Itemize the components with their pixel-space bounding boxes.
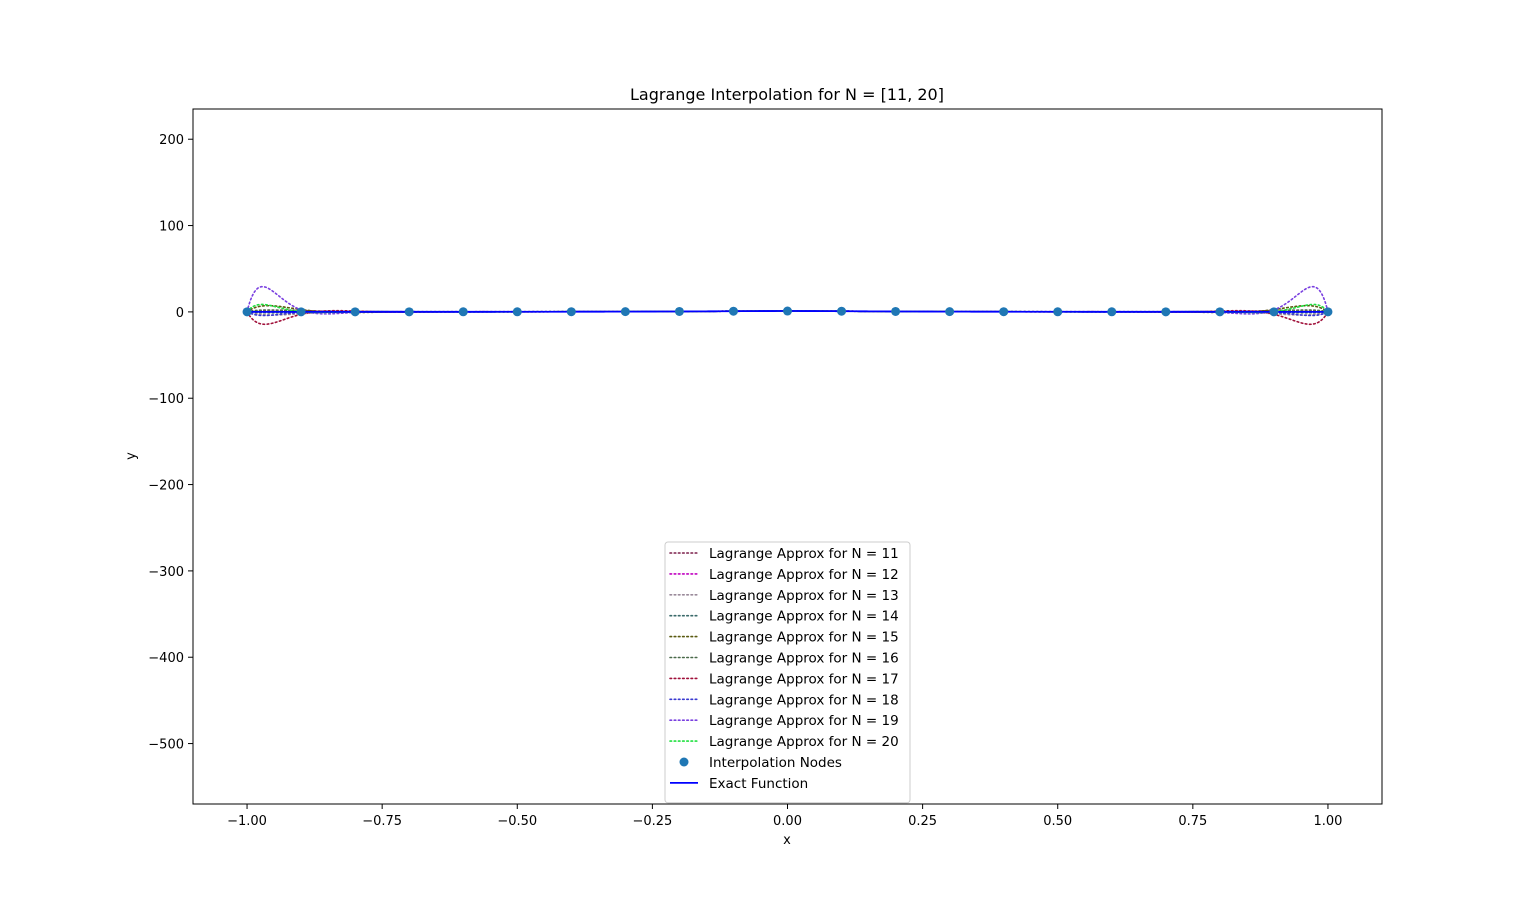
legend-label: Lagrange Approx for N = 11 bbox=[709, 546, 899, 562]
interpolation-node bbox=[458, 307, 468, 317]
interpolation-node bbox=[945, 307, 955, 317]
x-tick-label: 1.00 bbox=[1313, 814, 1342, 829]
x-tick-label: 0.50 bbox=[1043, 814, 1072, 829]
interpolation-node bbox=[566, 307, 576, 317]
interpolation-node bbox=[242, 307, 252, 317]
series-layer bbox=[246, 285, 1329, 326]
interpolation-node bbox=[1215, 307, 1225, 317]
legend-label: Lagrange Approx for N = 20 bbox=[709, 734, 899, 750]
legend-entry: Lagrange Approx for N = 13 bbox=[669, 588, 899, 604]
legend-entry: Lagrange Approx for N = 18 bbox=[669, 692, 899, 708]
y-tick-label: 0 bbox=[176, 306, 184, 321]
x-axis: −1.00 −0.75 −0.50 −0.25 0.00 0.25 0.50 0.75 1.00 bbox=[227, 804, 1342, 829]
legend: Lagrange Approx for N = 11 Lagrange Appro… bbox=[664, 541, 911, 804]
legend-entry: Lagrange Approx for N = 20 bbox=[669, 734, 899, 750]
legend-label: Exact Function bbox=[709, 776, 808, 792]
legend-label: Interpolation Nodes bbox=[709, 755, 842, 771]
y-axis: 200 100 0 −100 −200 −300 −400 −500 bbox=[148, 133, 193, 753]
y-tick-label: −500 bbox=[148, 738, 184, 753]
x-tick-label: 0.00 bbox=[773, 814, 802, 829]
legend-entry: Lagrange Approx for N = 14 bbox=[669, 609, 899, 625]
legend-label: Lagrange Approx for N = 16 bbox=[709, 651, 899, 667]
legend-label: Lagrange Approx for N = 19 bbox=[709, 713, 899, 729]
y-tick-label: 200 bbox=[159, 133, 184, 148]
interpolation-node bbox=[512, 307, 522, 317]
legend-box bbox=[664, 541, 911, 804]
legend-label: Lagrange Approx for N = 14 bbox=[709, 609, 899, 625]
legend-entry: Lagrange Approx for N = 17 bbox=[669, 671, 899, 687]
y-tick-label: −100 bbox=[148, 392, 184, 407]
legend-entry: Exact Function bbox=[670, 776, 808, 792]
y-tick-label: −300 bbox=[148, 565, 184, 580]
interpolation-node bbox=[999, 307, 1009, 317]
legend-entry: Lagrange Approx for N = 15 bbox=[669, 630, 899, 646]
x-tick-label: 0.25 bbox=[908, 814, 937, 829]
interpolation-node bbox=[837, 306, 847, 316]
y-tick-label: 100 bbox=[159, 220, 184, 235]
interpolation-node bbox=[1269, 307, 1279, 317]
y-tick-label: −400 bbox=[148, 651, 184, 666]
interpolation-node bbox=[891, 306, 901, 316]
legend-label: Lagrange Approx for N = 18 bbox=[709, 692, 899, 708]
legend-swatch bbox=[679, 757, 689, 767]
legend-entry: Lagrange Approx for N = 16 bbox=[669, 651, 899, 667]
nodes-layer bbox=[242, 306, 1333, 317]
interpolation-node bbox=[350, 307, 360, 317]
interpolation-node bbox=[783, 306, 792, 316]
legend-label: Lagrange Approx for N = 13 bbox=[709, 588, 899, 604]
x-axis-label: x bbox=[783, 833, 791, 848]
legend-entry: Interpolation Nodes bbox=[679, 755, 842, 771]
interpolation-node bbox=[620, 307, 630, 317]
interpolation-node bbox=[1323, 307, 1333, 317]
interpolation-node bbox=[1053, 307, 1063, 317]
interpolation-node bbox=[404, 307, 414, 317]
interpolation-node bbox=[296, 307, 306, 317]
interpolation-node bbox=[1161, 307, 1171, 317]
interpolation-node bbox=[1107, 307, 1117, 317]
legend-entry: Lagrange Approx for N = 11 bbox=[669, 546, 899, 562]
x-tick-label: −0.50 bbox=[497, 814, 537, 829]
x-tick-label: −1.00 bbox=[227, 814, 267, 829]
legend-label: Lagrange Approx for N = 15 bbox=[709, 630, 899, 646]
x-tick-label: −0.75 bbox=[362, 814, 402, 829]
legend-entry: Lagrange Approx for N = 19 bbox=[669, 713, 899, 729]
legend-label: Lagrange Approx for N = 17 bbox=[709, 671, 899, 687]
legend-entry: Lagrange Approx for N = 12 bbox=[669, 567, 899, 583]
interpolation-node bbox=[674, 306, 684, 316]
y-tick-label: −200 bbox=[148, 479, 184, 494]
interpolation-node bbox=[728, 306, 738, 316]
x-tick-label: 0.75 bbox=[1178, 814, 1207, 829]
legend-label: Lagrange Approx for N = 12 bbox=[709, 567, 899, 583]
chart-title: Lagrange Interpolation for N = [11, 20] bbox=[630, 85, 944, 104]
x-tick-label: −0.25 bbox=[632, 814, 672, 829]
y-axis-label: y bbox=[124, 452, 139, 460]
